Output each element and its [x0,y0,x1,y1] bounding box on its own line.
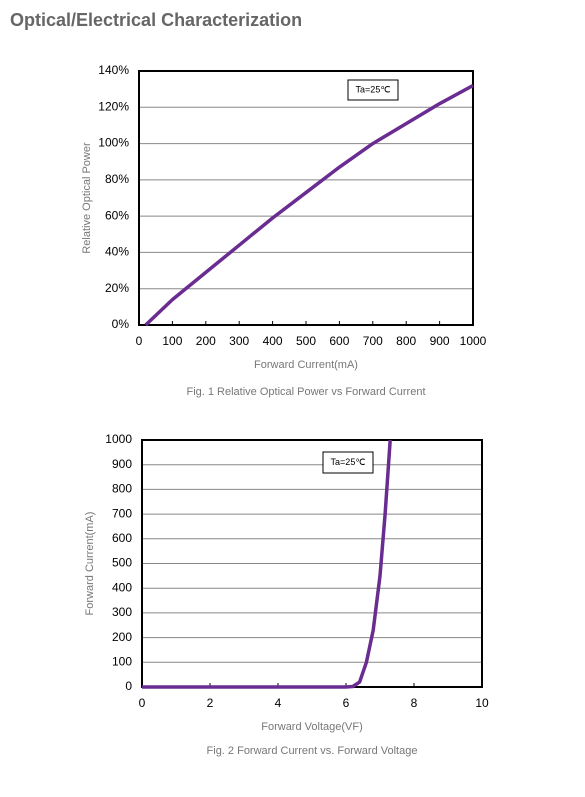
y-tick-label: 60% [105,208,129,222]
y-tick-label: 800 [112,482,132,496]
y-tick-label: 200 [112,630,132,644]
page-title: Optical/Electrical Characterization [10,10,302,30]
x-tick-label: 1000 [460,334,487,348]
y-tick-label: 20% [105,281,129,295]
x-tick-label: 300 [229,334,249,348]
annotation-box [322,451,374,474]
x-tick-label: 500 [296,334,316,348]
x-tick-label: 100 [162,334,182,348]
x-axis-label: Forward Voltage(VF) [261,721,362,733]
annotation: Ta=25℃ [331,457,366,467]
y-tick-label: 500 [112,556,132,570]
x-tick-label: 800 [396,334,416,348]
x-tick-label: 400 [263,334,283,348]
x-axis-label: Forward Current(mA) [254,359,358,371]
x-tick-label: 0 [136,334,143,348]
y-tick-label: 120% [98,99,129,113]
y-tick-label: 0% [112,317,130,331]
x-tick-label: 200 [196,334,216,348]
figure-caption: Fig. 2 Forward Current vs. Forward Volta… [207,745,418,757]
x-tick-label: 4 [275,696,282,710]
x-tick-label: 0 [139,696,146,710]
y-tick-label: 100 [112,654,132,668]
annotation-box [347,79,399,101]
annotation: Ta=25℃ [356,84,391,94]
x-tick-label: 8 [411,696,418,710]
x-tick-label: 600 [329,334,349,348]
y-tick-label: 100% [98,136,129,150]
data-line [142,439,392,689]
y-axis-label: Forward Current(mA) [84,512,96,616]
y-tick-label: 300 [112,605,132,619]
y-tick-label: 400 [112,580,132,594]
x-tick-label: 700 [363,334,383,348]
data-line [144,83,474,327]
y-axis-label: Relative Optical Power [81,142,93,254]
figure-caption: Fig. 1 Relative Optical Power vs Forward… [186,386,425,398]
x-tick-label: 2 [207,696,214,710]
y-tick-label: 0 [125,679,132,693]
y-tick-label: 40% [105,245,129,259]
y-tick-label: 80% [105,172,129,186]
y-tick-label: 600 [112,531,132,545]
y-tick-label: 700 [112,506,132,520]
x-tick-label: 6 [343,696,350,710]
x-tick-label: 10 [475,696,489,710]
y-tick-label: 1000 [105,432,132,446]
y-tick-label: 900 [112,457,132,471]
y-tick-label: 140% [98,63,129,77]
x-tick-label: 900 [430,334,450,348]
plot-frame [138,70,474,326]
